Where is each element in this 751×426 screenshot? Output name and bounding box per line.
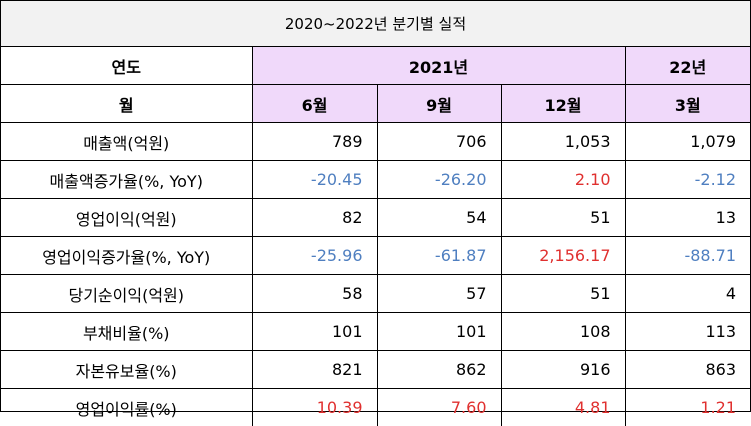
row-label: 자본유보율(%) xyxy=(1,351,252,389)
row-label: 영업이익(억원) xyxy=(1,199,252,237)
value-cell: -2.12 xyxy=(625,161,750,199)
value-cell: 51 xyxy=(501,275,625,313)
value-cell: 57 xyxy=(377,275,501,313)
month-header-sep: 9월 xyxy=(377,85,501,123)
month-header-mar: 3월 xyxy=(625,85,750,123)
value-cell: 821 xyxy=(252,351,377,389)
value-cell: 789 xyxy=(252,123,377,161)
month-header-jun: 6월 xyxy=(252,85,377,123)
value-cell: 862 xyxy=(377,351,501,389)
table-title: 2020~2022년 분기별 실적 xyxy=(1,1,750,47)
financial-table-frame: 2020~2022년 분기별 실적 연도 2021년 22년 월 6월 9월 1… xyxy=(0,0,751,412)
value-cell: 101 xyxy=(252,313,377,351)
value-cell: 101 xyxy=(377,313,501,351)
year-header-row: 연도 2021년 22년 xyxy=(1,47,750,85)
value-cell: 4.81 xyxy=(501,389,625,426)
value-cell: -61.87 xyxy=(377,237,501,275)
month-header-dec: 12월 xyxy=(501,85,625,123)
value-cell: 1,079 xyxy=(625,123,750,161)
month-header-row: 월 6월 9월 12월 3월 xyxy=(1,85,750,123)
value-cell: 4 xyxy=(625,275,750,313)
value-cell: -88.71 xyxy=(625,237,750,275)
value-cell: 1,053 xyxy=(501,123,625,161)
row-label: 부채비율(%) xyxy=(1,313,252,351)
value-cell: -25.96 xyxy=(252,237,377,275)
value-cell: -20.45 xyxy=(252,161,377,199)
value-cell: 108 xyxy=(501,313,625,351)
row-label: 영업이익증가율(%, YoY) xyxy=(1,237,252,275)
value-cell: 54 xyxy=(377,199,501,237)
value-cell: 2.10 xyxy=(501,161,625,199)
year-label: 연도 xyxy=(1,47,252,85)
value-cell: 82 xyxy=(252,199,377,237)
value-cell: 58 xyxy=(252,275,377,313)
value-cell: 2,156.17 xyxy=(501,237,625,275)
month-label: 월 xyxy=(1,85,252,123)
value-cell: 51 xyxy=(501,199,625,237)
row-label: 매출액증가율(%, YoY) xyxy=(1,161,252,199)
table-title-row: 2020~2022년 분기별 실적 xyxy=(1,1,750,47)
value-cell: 113 xyxy=(625,313,750,351)
row-label: 당기순이익(억원) xyxy=(1,275,252,313)
year-22-header: 22년 xyxy=(625,47,750,85)
value-cell: 7.60 xyxy=(377,389,501,426)
row-label: 매출액(억원) xyxy=(1,123,252,161)
value-cell: 916 xyxy=(501,351,625,389)
value-cell: 1.21 xyxy=(625,389,750,426)
row-label: 영업이익률(%) xyxy=(1,389,252,426)
value-cell: 10.39 xyxy=(252,389,377,426)
year-2021-header: 2021년 xyxy=(252,47,625,85)
value-cell: 863 xyxy=(625,351,750,389)
value-cell: -26.20 xyxy=(377,161,501,199)
value-cell: 13 xyxy=(625,199,750,237)
value-cell: 706 xyxy=(377,123,501,161)
